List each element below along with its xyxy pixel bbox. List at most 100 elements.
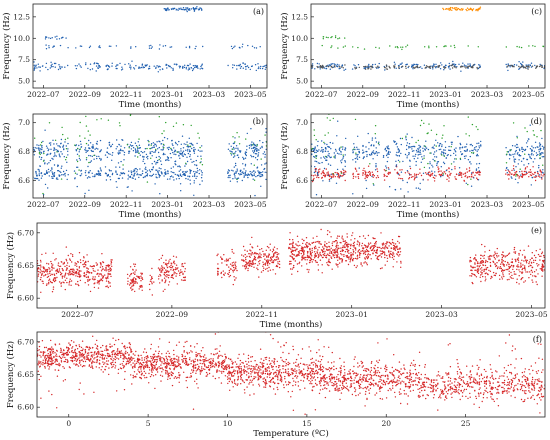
data-point: [56, 269, 58, 271]
data-point: [475, 254, 477, 256]
data-point: [362, 235, 365, 237]
data-point: [462, 65, 464, 68]
data-point: [54, 139, 57, 141]
data-point: [196, 171, 198, 174]
data-point: [151, 277, 153, 280]
data-point: [300, 249, 303, 252]
data-point: [50, 260, 52, 263]
data-point: [442, 66, 445, 68]
data-point: [75, 283, 77, 285]
data-point: [67, 154, 69, 156]
data-point: [83, 266, 85, 268]
data-point: [507, 64, 509, 67]
data-point: [301, 250, 304, 253]
data-point: [107, 280, 110, 283]
data-point: [76, 159, 78, 161]
data-point: [261, 175, 264, 177]
data-point: [85, 142, 88, 145]
data-point: [494, 263, 496, 266]
data-point: [140, 275, 142, 277]
data-point: [507, 268, 509, 271]
data-point: [360, 250, 362, 252]
data-points: [33, 114, 267, 210]
data-point: [180, 175, 183, 177]
data-point: [42, 266, 44, 268]
data-point: [421, 156, 423, 158]
data-point: [507, 170, 510, 172]
data-point: [407, 171, 409, 173]
data-point: [543, 67, 545, 70]
data-point: [85, 261, 87, 264]
data-point: [66, 277, 68, 279]
data-point: [307, 256, 309, 259]
data-point: [343, 255, 345, 258]
data-point: [369, 172, 371, 174]
data-point: [146, 173, 149, 175]
y-tick-label: 7.0: [18, 118, 30, 127]
data-point: [539, 248, 541, 250]
data-point: [225, 258, 228, 260]
data-point: [185, 68, 187, 70]
data-point: [128, 176, 130, 178]
data-point: [344, 160, 346, 162]
data-point: [510, 261, 512, 263]
data-point: [141, 278, 144, 281]
data-point: [317, 140, 319, 143]
data-point: [33, 69, 35, 71]
data-point: [258, 261, 260, 263]
data-point: [366, 155, 368, 158]
data-point: [45, 170, 48, 172]
data-point: [358, 256, 361, 258]
data-point: [529, 171, 532, 174]
data-point: [291, 268, 293, 270]
data-point: [315, 149, 318, 151]
data-point: [511, 258, 513, 260]
data-point: [358, 151, 360, 153]
data-point: [48, 279, 50, 282]
data-point: [530, 174, 533, 177]
data-point: [235, 277, 237, 279]
data-point: [400, 63, 402, 65]
data-point: [296, 263, 299, 265]
data-point: [68, 270, 71, 272]
data-point: [388, 255, 391, 257]
data-point: [118, 150, 120, 152]
data-point: [231, 248, 233, 251]
data-point: [61, 272, 63, 275]
data-point: [313, 177, 315, 180]
data-point: [367, 242, 370, 244]
data-point: [48, 148, 50, 150]
data-point: [233, 276, 235, 278]
x-tick-label: 2023–05: [512, 90, 545, 99]
data-point: [95, 209, 96, 210]
data-point: [366, 264, 368, 266]
data-point: [335, 263, 337, 265]
data-point: [487, 256, 489, 258]
data-point: [158, 259, 160, 261]
data-point: [341, 148, 344, 150]
data-point: [142, 176, 145, 179]
data-point: [109, 267, 111, 269]
data-points: [311, 114, 545, 196]
data-point: [47, 149, 49, 152]
data-point: [490, 255, 493, 257]
data-point: [448, 7, 450, 10]
data-point: [39, 264, 42, 266]
data-point: [263, 167, 266, 170]
data-point: [456, 8, 459, 10]
data-point: [340, 151, 342, 153]
data-point: [315, 155, 317, 157]
data-point: [468, 8, 470, 10]
data-point: [391, 256, 394, 259]
data-point: [330, 66, 332, 68]
data-point: [38, 66, 40, 68]
data-point: [334, 176, 336, 178]
data-point: [133, 68, 136, 70]
data-point: [142, 156, 144, 158]
data-point: [523, 249, 525, 251]
data-point: [84, 275, 86, 278]
data-point: [244, 173, 246, 175]
data-point: [326, 233, 329, 236]
data-point: [276, 253, 278, 256]
data-point: [334, 157, 336, 159]
